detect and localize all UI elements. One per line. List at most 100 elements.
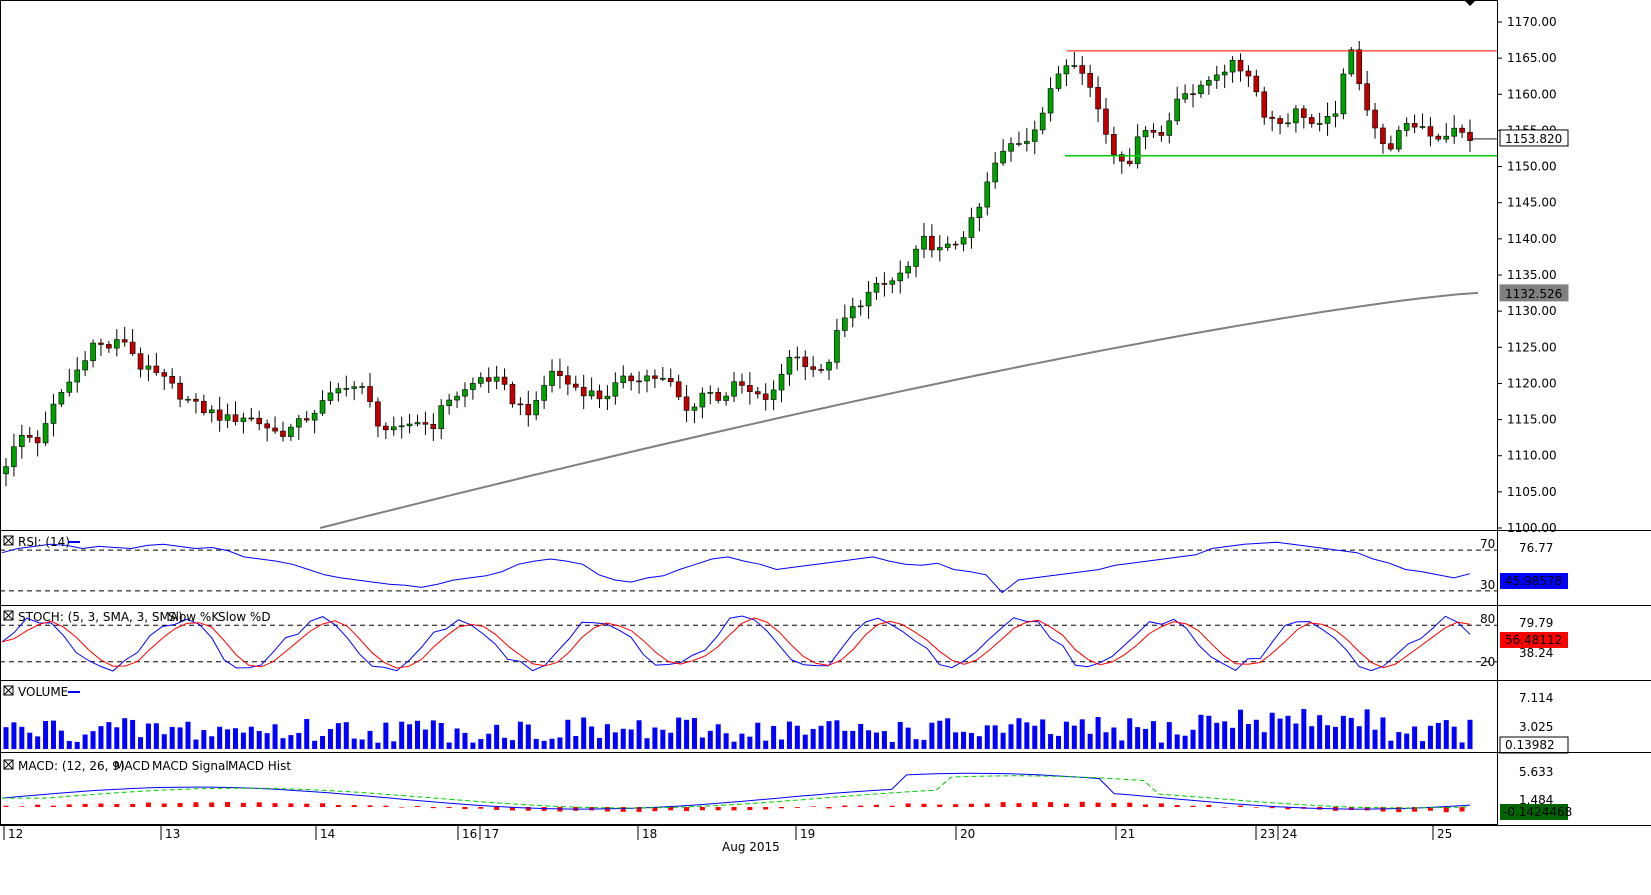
macd-hist-bar — [921, 803, 927, 807]
volume-bar — [407, 724, 413, 749]
candle-bear — [683, 396, 690, 411]
price-tick-label: 1135.00 — [1507, 268, 1557, 282]
candle-bear — [1427, 126, 1434, 137]
macd-hist-bar — [636, 807, 642, 812]
candle-bull — [620, 375, 627, 384]
volume-bar — [1277, 718, 1283, 749]
price-tick-label: 1120.00 — [1507, 376, 1557, 390]
candle-bear — [628, 375, 634, 382]
candle-bull — [707, 392, 714, 394]
candle-bull — [1000, 150, 1006, 164]
candle-bull — [1174, 98, 1180, 122]
volume-bar — [161, 734, 167, 749]
candle-bear — [1467, 132, 1473, 141]
volume-bar — [1412, 726, 1418, 749]
candle-bear — [98, 342, 104, 345]
candle-bear — [810, 366, 816, 370]
volume-bar — [1372, 729, 1378, 749]
volume-bar — [1214, 722, 1220, 749]
candle-bull — [359, 386, 365, 388]
candle-bear — [517, 403, 524, 406]
panel-frames — [0, 0, 1651, 826]
candle-bear — [375, 401, 381, 427]
macd-hist-bar — [858, 805, 864, 807]
volume-bar — [383, 722, 389, 749]
candle-bear — [264, 423, 270, 429]
volume-bar — [533, 738, 539, 749]
volume-bar — [620, 728, 626, 749]
candle-bull — [113, 339, 120, 349]
scroll-marker-icon — [1464, 0, 1476, 6]
candle-bull — [913, 248, 919, 267]
volume-bar — [573, 736, 579, 749]
volume-bar — [19, 726, 25, 749]
volume-bar — [1111, 727, 1117, 749]
candle-bear — [26, 435, 33, 438]
x-tick-label: 23 — [1260, 827, 1275, 841]
volume-bar — [304, 719, 310, 749]
volume-bar — [945, 718, 951, 749]
candle-bull — [644, 375, 650, 382]
volume-bar — [1048, 734, 1054, 749]
volume-bar — [763, 740, 769, 749]
volume-bar — [1071, 725, 1077, 749]
macd-hist-bar — [98, 803, 104, 807]
volume-bar — [660, 729, 666, 749]
candle-bear — [580, 386, 587, 397]
macd-hist-bar — [462, 807, 468, 810]
candle-bull — [1055, 73, 1062, 89]
volume-bar — [771, 725, 777, 749]
volume-bar — [676, 717, 682, 749]
candle-bull — [984, 181, 991, 208]
volume-bar — [1158, 742, 1164, 749]
volume-bar — [810, 728, 816, 749]
macd-hist-bar — [1000, 802, 1006, 807]
volume-bar — [873, 732, 879, 749]
candle-bull — [1198, 84, 1204, 94]
macd-hist-bar — [225, 802, 231, 807]
macd-hist-bar — [130, 803, 136, 807]
candle-bear — [818, 369, 824, 371]
volume-bar — [937, 720, 943, 749]
candle-bear — [153, 365, 160, 373]
volume-bar — [1340, 715, 1346, 749]
candle-bear — [1356, 49, 1363, 84]
volume-bar — [74, 741, 80, 749]
candle-bear — [129, 341, 136, 354]
candle-bear — [572, 383, 579, 388]
candle-bear — [1150, 130, 1157, 133]
current-price-tag-box — [1499, 129, 1569, 147]
macd-hist-bar — [1396, 807, 1402, 813]
candle-bull — [66, 381, 73, 393]
macd-hist-bar — [288, 803, 294, 807]
macd-hist-bar — [842, 805, 848, 807]
volume-bar — [1404, 733, 1410, 749]
volume-bar — [256, 730, 262, 749]
candle-bear — [485, 377, 492, 382]
macd-hist-bar — [953, 804, 959, 807]
macd-hist-bar — [66, 804, 72, 807]
candle-bull — [50, 403, 57, 424]
volume-bar — [1087, 733, 1093, 749]
volume-bar — [581, 717, 587, 749]
volume-bar — [1135, 727, 1141, 749]
volume-bar — [541, 740, 547, 749]
volume-bar — [35, 736, 41, 749]
volume-bar — [905, 727, 911, 749]
candle-bear — [161, 372, 168, 377]
candle-bull — [406, 423, 413, 427]
volume-bar — [1253, 719, 1259, 749]
candle-bear — [1261, 91, 1268, 118]
price-tick-label: 1145.00 — [1507, 196, 1557, 210]
macd-scale-top: 5.633 — [1519, 765, 1553, 779]
candle-bear — [193, 398, 199, 402]
volume-bar — [1040, 719, 1046, 749]
candle-bear — [1103, 108, 1109, 135]
volume-bar — [1238, 709, 1244, 749]
rsi-line — [1, 541, 1471, 594]
volume-bar — [1285, 715, 1291, 749]
volume-bar — [976, 736, 982, 749]
volume-bar — [122, 718, 128, 749]
volume-bar — [509, 740, 515, 749]
macd-hist-bar — [731, 807, 737, 811]
